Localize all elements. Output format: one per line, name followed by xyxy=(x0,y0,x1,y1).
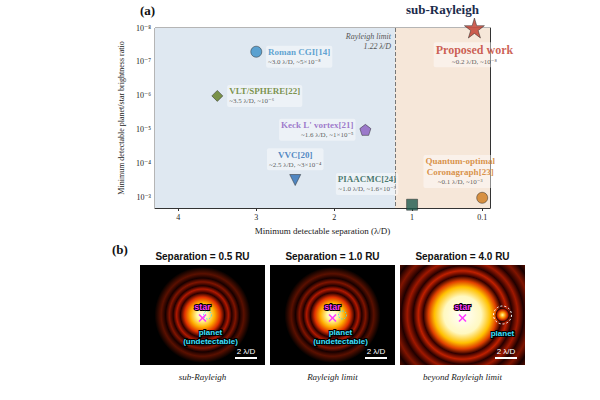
svg-text:(a): (a) xyxy=(140,3,155,18)
svg-text:Minimum detectable planet/star: Minimum detectable planet/star brightnes… xyxy=(117,41,126,194)
svg-text:1.22 λ/D: 1.22 λ/D xyxy=(363,42,391,51)
svg-text:2 λ/D: 2 λ/D xyxy=(497,347,516,356)
svg-text:~3.0 λ/D, ~5×10⁻⁸: ~3.0 λ/D, ~5×10⁻⁸ xyxy=(268,58,321,66)
svg-text:Keck L' vortex[21]: Keck L' vortex[21] xyxy=(281,120,353,130)
svg-text:star: star xyxy=(454,302,471,312)
svg-text:2 λ/D: 2 λ/D xyxy=(367,347,386,356)
svg-text:sub-Rayleigh: sub-Rayleigh xyxy=(406,2,480,17)
svg-text:3: 3 xyxy=(254,213,258,222)
svg-text:Separation = 1.0 RU: Separation = 1.0 RU xyxy=(285,251,379,262)
svg-text:VVC[20]: VVC[20] xyxy=(278,150,313,160)
svg-text:~1.0 λ/D, ~1.6×10⁻³: ~1.0 λ/D, ~1.6×10⁻³ xyxy=(338,185,395,193)
svg-text:Separation = 4.0 RU: Separation = 4.0 RU xyxy=(415,251,509,262)
svg-text:2 λ/D: 2 λ/D xyxy=(237,347,256,356)
svg-text:Quantum-optimal: Quantum-optimal xyxy=(425,156,495,166)
svg-text:~0.2 λ/D, ~10⁻⁸: ~0.2 λ/D, ~10⁻⁸ xyxy=(452,58,498,66)
svg-text:~2.5 λ/D, ~3×10⁻⁴: ~2.5 λ/D, ~3×10⁻⁴ xyxy=(269,161,322,169)
svg-text:PIAACMC[24]: PIAACMC[24] xyxy=(338,174,397,184)
svg-text:planet: planet xyxy=(329,328,353,337)
svg-text:(undetectable): (undetectable) xyxy=(313,337,368,346)
svg-text:4: 4 xyxy=(176,213,180,222)
svg-text:star: star xyxy=(324,302,341,312)
svg-text:Minimum detectable separation: Minimum detectable separation (λ/D) xyxy=(255,226,391,236)
svg-text:(b): (b) xyxy=(112,242,128,257)
svg-text:Separation = 0.5 RU: Separation = 0.5 RU xyxy=(155,251,249,262)
svg-text:10⁻⁵: 10⁻⁵ xyxy=(136,125,151,134)
svg-text:planet: planet xyxy=(199,328,223,337)
svg-text:2: 2 xyxy=(332,213,336,222)
svg-text:Coronagraph[23]: Coronagraph[23] xyxy=(427,167,494,177)
svg-text:VLT/SPHERE[22]: VLT/SPHERE[22] xyxy=(229,86,300,96)
svg-text:1: 1 xyxy=(410,213,414,222)
svg-text:10⁻⁴: 10⁻⁴ xyxy=(136,159,151,168)
svg-text:10⁻³: 10⁻³ xyxy=(136,193,151,202)
svg-text:0.1: 0.1 xyxy=(477,213,487,222)
svg-text:Proposed work: Proposed work xyxy=(436,43,514,57)
svg-text:star: star xyxy=(194,302,211,312)
svg-text:Rayleigh limit: Rayleigh limit xyxy=(306,372,358,382)
svg-text:10⁻⁷: 10⁻⁷ xyxy=(136,57,151,66)
svg-text:sub-Rayleigh: sub-Rayleigh xyxy=(179,372,227,382)
svg-text:beyond Rayleigh limit: beyond Rayleigh limit xyxy=(423,372,502,382)
svg-text:planet: planet xyxy=(491,329,515,338)
svg-text:~0.1 λ/D, ~10⁻³: ~0.1 λ/D, ~10⁻³ xyxy=(438,178,483,186)
svg-text:~3.5 λ/D, ~10⁻⁶: ~3.5 λ/D, ~10⁻⁶ xyxy=(229,97,275,105)
svg-text:~1.6 λ/D, ~1×10⁻⁵: ~1.6 λ/D, ~1×10⁻⁵ xyxy=(301,131,354,139)
svg-text:Rayleigh limit: Rayleigh limit xyxy=(345,32,392,41)
svg-text:10⁻⁸: 10⁻⁸ xyxy=(136,24,151,33)
svg-text:(undetectable): (undetectable) xyxy=(183,337,238,346)
svg-text:10⁻⁶: 10⁻⁶ xyxy=(136,91,151,100)
svg-text:Roman CGI[14]: Roman CGI[14] xyxy=(268,47,330,57)
